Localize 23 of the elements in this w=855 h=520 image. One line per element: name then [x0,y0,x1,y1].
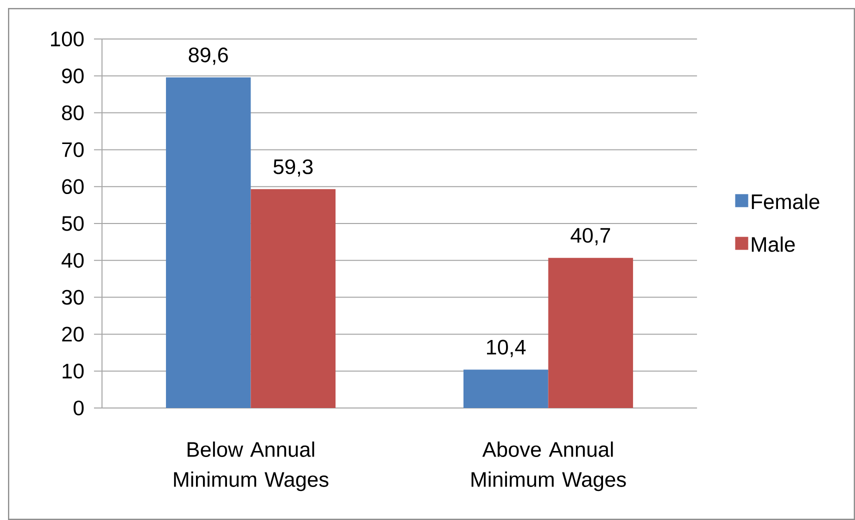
y-tick-label: 40 [62,252,84,268]
y-tick-label: 10 [62,364,84,379]
legend-label: Male [752,236,795,252]
data-label: 10,4 [487,340,526,358]
bar [166,77,251,408]
x-tick-label: Above Annual Minimum Wages [472,442,626,492]
y-tick-label: 80 [62,105,84,120]
legend-label: Female [752,194,820,210]
data-label: 40,7 [570,228,610,246]
y-tick-label: 0 [74,400,84,416]
bar [250,189,336,408]
bar [463,370,548,408]
y-tick-label: 50 [62,216,84,231]
data-label: 59,3 [274,159,313,177]
data-label: 89,6 [188,48,228,65]
y-tick-label: 70 [62,142,84,158]
y-tick-label: 90 [62,68,84,84]
bar [548,258,634,408]
x-tick-label: Below Annual Minimum Wages [174,442,328,492]
y-tick-label: 20 [62,326,84,342]
y-tick-label: 30 [62,290,84,305]
y-tick-label: 100 [51,32,84,46]
y-tick-label: 60 [62,179,84,194]
